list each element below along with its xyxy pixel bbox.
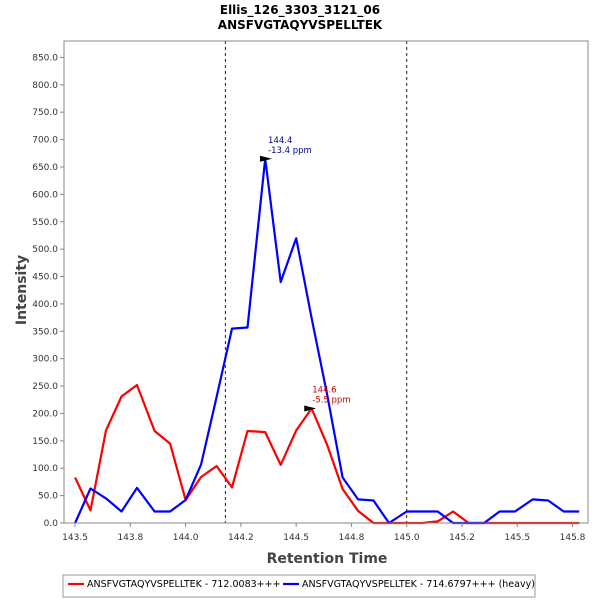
y-axis: 0.0 50.0 100.0 150.0 200.0 250.0 300.0 350.0 400… [32,53,64,529]
y-tick-label: 150.0 [32,437,58,447]
x-tick-label: 143.8 [117,533,143,543]
chart-title: Ellis_126_3303_3121_06 [220,3,380,18]
y-tick-label: 100.0 [32,464,58,474]
x-tick-label: 144.8 [339,533,365,543]
chart-subtitle: ANSFVGTAQYVSPELLTEK [218,18,383,32]
peak-annotation-ppm: -13.4 ppm [268,146,312,156]
y-axis-label: Intensity [14,255,30,325]
peak-annotation-time: 144.6 [312,386,336,396]
vertical-marker-lines [224,41,408,523]
legend-entry-heavy: ANSFVGTAQYVSPELLTEK - 714.6797+++ (heavy… [302,579,535,590]
y-tick-label: 0.0 [44,519,59,529]
y-tick-label: 400.0 [32,300,58,310]
x-tick-label: 145.2 [449,533,475,543]
peak-marker-arrow [304,405,317,412]
series-line-heavy [74,157,580,525]
y-tick-label: 600.0 [32,190,58,200]
legend-entry-light: ANSFVGTAQYVSPELLTEK - 712.0083+++ [87,579,281,590]
y-tick-label: 650.0 [32,163,58,173]
x-tick-label: 144.5 [283,533,309,543]
y-tick-label: 50.0 [38,492,58,502]
y-tick-label: 850.0 [32,53,58,63]
x-tick-label: 144.2 [228,533,254,543]
peak-marker-arrow [260,155,273,162]
y-tick-label: 350.0 [32,327,58,337]
y-tick-label: 750.0 [32,108,58,118]
legend-box [62,574,536,598]
x-axis-label: Retention Time [267,551,388,567]
peak-annotations: 144.4-13.4 ppm 144.6-5.5 ppm [260,136,351,412]
y-tick-label: 200.0 [32,409,58,419]
y-tick-label: 550.0 [32,218,58,228]
x-tick-label: 145.0 [394,533,420,543]
peak-annotation-ppm: -5.5 ppm [312,396,350,406]
y-tick-label: 800.0 [32,81,58,91]
y-tick-label: 300.0 [32,355,58,365]
x-tick-label: 145.8 [560,533,586,543]
series-lines [74,157,580,525]
plot-frame [63,40,589,524]
x-tick-label: 143.5 [62,533,88,543]
x-tick-label: 145.5 [504,533,530,543]
series-line-light [74,383,580,525]
x-axis: 143.5 143.8 144.0 144.2 144.5 144.8 145.0 145.2… [62,523,586,543]
peak-annotation-time: 144.4 [268,136,292,146]
y-tick-label: 500.0 [32,245,58,255]
y-tick-label: 250.0 [32,382,58,392]
y-tick-label: 450.0 [32,273,58,283]
y-tick-label: 700.0 [32,136,58,146]
legend: ANSFVGTAQYVSPELLTEK - 712.0083+++ ANSFVGT… [68,579,535,590]
x-tick-label: 144.0 [173,533,199,543]
